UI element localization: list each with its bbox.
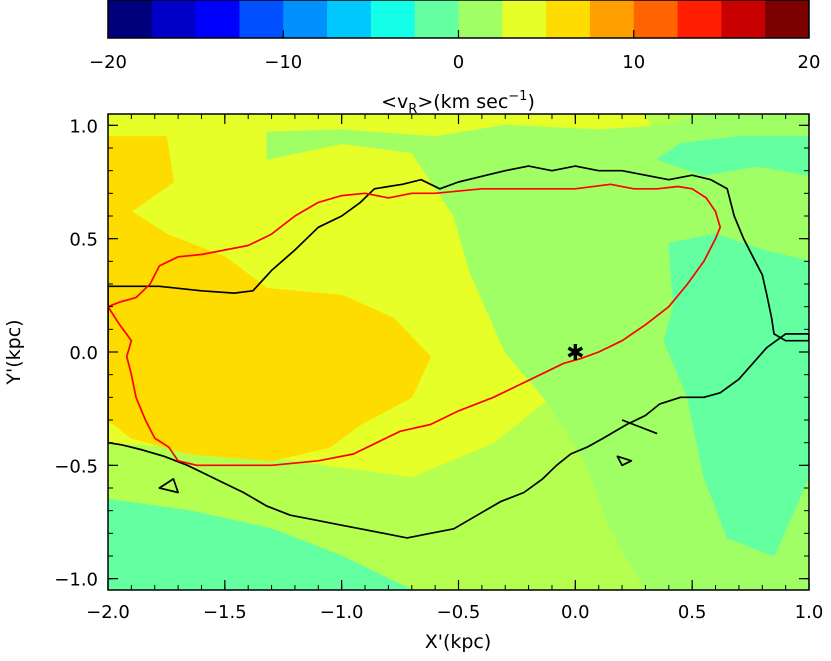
colorbar-swatch xyxy=(633,0,679,38)
colorbar-swatch xyxy=(195,0,240,38)
x-axis-ticks: −2.0 −1.5 −1.0 −0.5 0.0 0.5 1.0 xyxy=(86,114,823,623)
colorbar-swatch xyxy=(502,0,547,38)
colorbar-label: <vR>(km sec−1) xyxy=(381,89,535,117)
colorbar-label-exponent: −1 xyxy=(508,89,527,104)
plot-area: ✱ −2.0 −1.5 −1.0 −0.5 0.0 0.5 1.0 −1.0 −0.5 0.0 0… xyxy=(3,113,823,653)
black-contour xyxy=(158,478,179,494)
x-tick-label: 0.0 xyxy=(561,602,590,623)
velocity-region xyxy=(266,114,809,590)
colorbar-swatch xyxy=(721,0,766,38)
colorbar-label-close: ) xyxy=(527,91,534,113)
colorbar-swatch xyxy=(414,0,459,38)
colorbar-swatch xyxy=(589,0,635,38)
colorbar: −20 −10 0 10 20 <vR>(km sec−1) xyxy=(89,0,820,117)
colorbar-tick-label: 20 xyxy=(798,52,821,73)
velocity-regions xyxy=(108,114,809,590)
colorbar-swatch xyxy=(151,0,197,38)
colorbar-swatch xyxy=(546,0,591,38)
colorbar-tick-label: 10 xyxy=(622,52,645,73)
colorbar-swatch xyxy=(458,0,503,38)
x-tick-label: −1.0 xyxy=(320,602,364,623)
colorbar-swatch xyxy=(283,0,328,38)
y-tick-label: 1.0 xyxy=(69,116,98,137)
colorbar-tick-label: 0 xyxy=(453,52,464,73)
y-axis-title: Y'(kpc) xyxy=(3,319,25,385)
colorbar-label-open: <v xyxy=(381,91,408,113)
black-contour xyxy=(616,455,633,467)
x-tick-label: 0.5 xyxy=(678,602,707,623)
colorbar-tick-label: −20 xyxy=(89,52,127,73)
velocity-region xyxy=(655,136,809,176)
sun-position-marker: ✱ xyxy=(566,341,584,366)
colorbar-swatch xyxy=(677,0,722,38)
velocity-region xyxy=(108,498,413,590)
red-contour xyxy=(108,183,722,467)
black-contour xyxy=(621,419,658,435)
colorbar-swatch xyxy=(108,0,153,38)
x-tick-label: −0.5 xyxy=(437,602,481,623)
x-tick-label: −2.0 xyxy=(86,602,130,623)
colorbar-swatches xyxy=(108,0,810,38)
velocity-region xyxy=(663,233,809,557)
y-tick-label: 0.0 xyxy=(69,343,98,364)
y-tick-label: −0.5 xyxy=(54,456,98,477)
y-tick-label: 0.5 xyxy=(69,230,98,251)
density-contours xyxy=(108,165,809,539)
colorbar-swatch xyxy=(370,0,416,38)
x-axis-title: X'(kpc) xyxy=(425,631,492,653)
colorbar-tick-label: −10 xyxy=(264,52,302,73)
x-tick-label: 1.0 xyxy=(795,602,824,623)
colorbar-label-units: >(km sec xyxy=(417,91,508,113)
black-contour xyxy=(108,165,809,539)
colorbar-swatch xyxy=(765,0,810,38)
y-axis-ticks: −1.0 −0.5 0.0 0.5 1.0 xyxy=(54,116,809,591)
velocity-region xyxy=(108,136,432,462)
colorbar-swatch xyxy=(327,0,372,38)
colorbar-label-subscript: R xyxy=(408,102,417,117)
x-tick-label: −1.5 xyxy=(203,602,247,623)
colorbar-swatch xyxy=(239,0,284,38)
y-tick-label: −1.0 xyxy=(54,570,98,591)
colorbar-ticks: −20 −10 0 10 20 xyxy=(89,30,820,73)
